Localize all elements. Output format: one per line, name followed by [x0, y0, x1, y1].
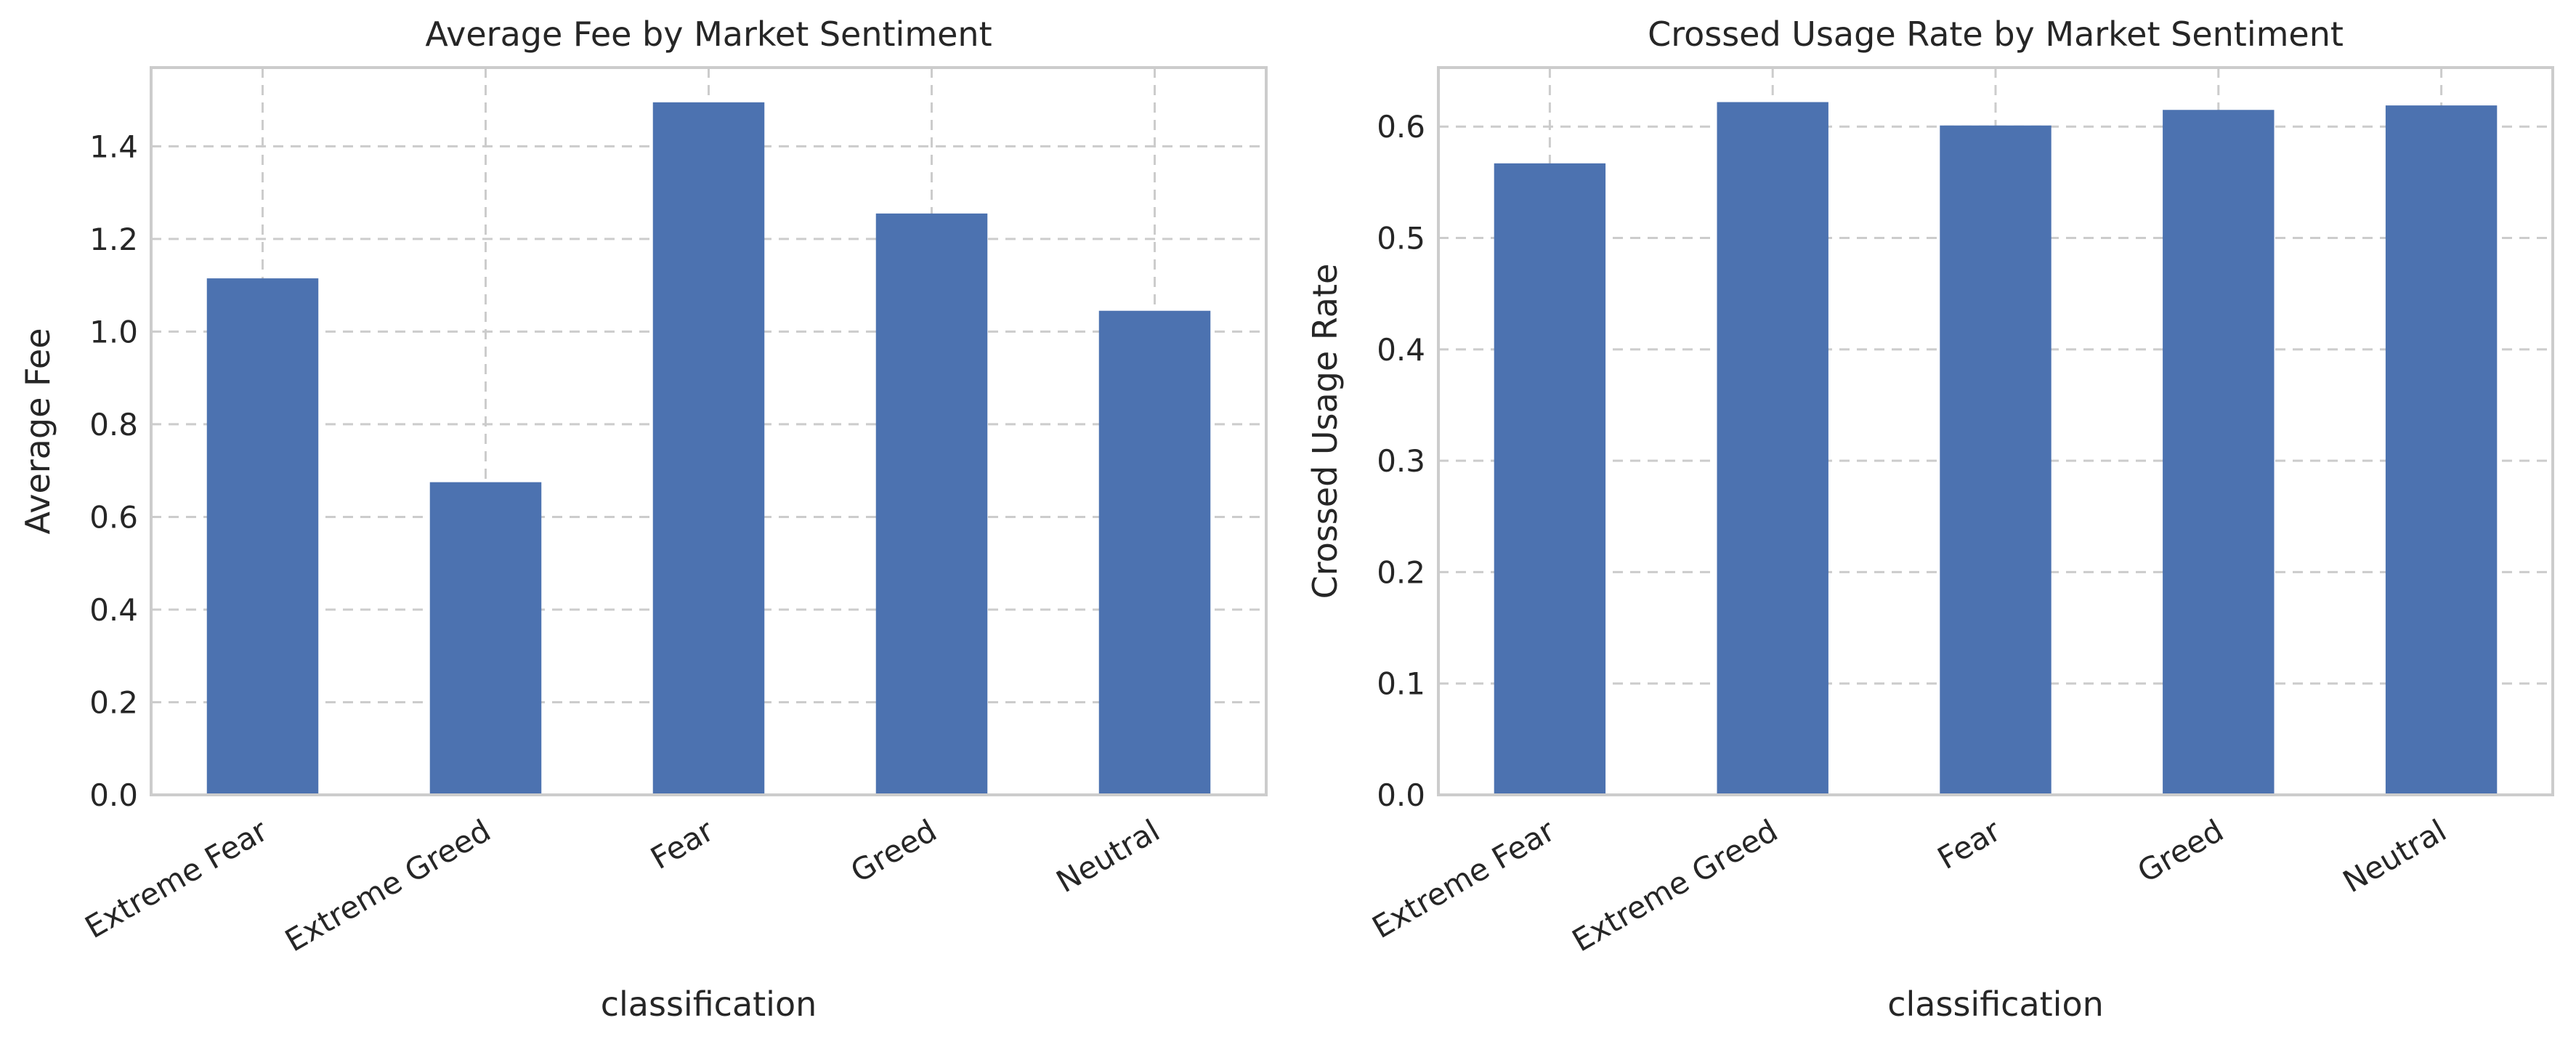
bar-extreme-fear — [206, 278, 319, 795]
bar-extreme-greed — [429, 482, 542, 795]
bar-fear — [1940, 125, 2052, 795]
y-tick-label: 0.2 — [89, 684, 138, 720]
y-tick-label: 0.4 — [1377, 332, 1425, 368]
bar-neutral — [2385, 105, 2498, 795]
chart-crossed-usage-rate: 0.00.10.20.30.40.50.6 Extreme Fear Extrem… — [1305, 15, 2554, 1024]
bar-extreme-fear — [1494, 163, 1606, 795]
x-axis-label: classification — [601, 985, 817, 1024]
bar-greed — [875, 213, 988, 795]
y-tick-label: 1.2 — [89, 222, 138, 257]
y-tick-label: 0.0 — [1377, 777, 1425, 813]
bar-greed — [2163, 110, 2275, 795]
y-tick-label: 0.6 — [1377, 109, 1425, 145]
chart-title: Average Fee by Market Sentiment — [425, 15, 992, 54]
y-tick-label: 0.4 — [89, 592, 138, 628]
y-tick-label: 1.0 — [89, 314, 138, 349]
y-tick-label: 0.3 — [1377, 443, 1425, 479]
plot-frame — [150, 66, 1268, 796]
chart-title: Crossed Usage Rate by Market Sentiment — [1648, 15, 2344, 54]
y-axis-label: Crossed Usage Rate — [1305, 264, 1345, 599]
bars — [1494, 102, 2498, 795]
y-tick-label: 0.8 — [89, 407, 138, 442]
bar-fear — [652, 102, 765, 795]
y-tick-label: 0.2 — [1377, 554, 1425, 590]
bar-extreme-greed — [1717, 102, 1828, 795]
y-tick-label: 0.0 — [89, 777, 138, 813]
y-tick-label: 1.4 — [89, 129, 138, 164]
y-tick-label: 0.6 — [89, 499, 138, 535]
y-tick-label: 0.1 — [1377, 666, 1425, 702]
y-tick-labels: 0.0 0.2 0.4 0.6 0.8 1.0 1.2 1.4 — [89, 129, 138, 813]
bar-neutral — [1098, 310, 1211, 795]
x-axis-label: classification — [1887, 985, 2104, 1024]
chart-average-fee: 0.00.20.40.60.81.01.21.4 Extreme Fear Ext… — [18, 15, 1268, 1024]
y-tick-label: 0.5 — [1377, 221, 1425, 256]
bars — [206, 102, 1211, 795]
plot-frame — [1437, 66, 2554, 796]
y-axis-label: Average Fee — [18, 328, 57, 534]
y-tick-labels: 0.0 0.1 0.2 0.3 0.4 0.5 0.6 — [1377, 109, 1425, 813]
